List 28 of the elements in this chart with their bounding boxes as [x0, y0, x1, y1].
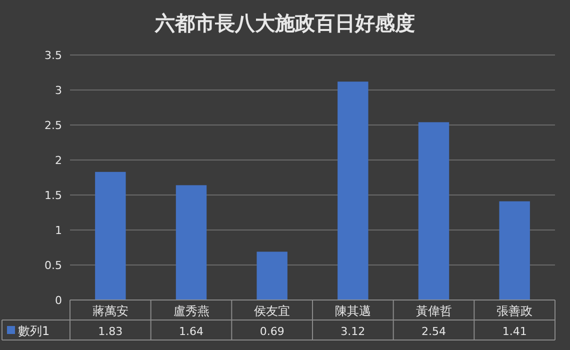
data-label: 1.64	[179, 325, 204, 338]
x-tick-label: 陳其邁	[334, 304, 371, 318]
y-tick-label: 2	[55, 154, 62, 167]
bar	[338, 82, 368, 300]
chart-title: 六都市長八大施政百日好感度	[154, 11, 415, 35]
bar	[256, 252, 288, 300]
bar	[176, 185, 207, 300]
y-tick-label: 1	[55, 224, 62, 237]
legend-label: 數列1	[18, 324, 50, 338]
y-tick-label: 2.5	[44, 119, 62, 132]
data-label: 3.12	[340, 325, 366, 338]
data-label: 1.83	[98, 325, 123, 338]
x-tick-label: 侯友宜	[254, 304, 290, 318]
y-tick-label: 3.5	[44, 49, 62, 62]
y-tick-label: 3	[55, 84, 62, 97]
x-tick-label: 張善政	[496, 304, 533, 318]
y-tick-label: 0.5	[44, 259, 62, 272]
data-label: 1.41	[502, 325, 527, 338]
x-tick-label: 蔣萬安	[92, 304, 128, 318]
x-tick-label: 黃偉哲	[416, 304, 452, 318]
bar	[418, 122, 450, 300]
data-label: 2.54	[422, 325, 446, 338]
bar	[499, 201, 530, 300]
data-label: 0.69	[260, 325, 284, 338]
bar	[95, 172, 126, 300]
y-tick-label: 1.5	[44, 189, 62, 202]
x-tick-label: 盧秀燕	[173, 304, 210, 318]
y-tick-label: 0	[55, 294, 62, 307]
